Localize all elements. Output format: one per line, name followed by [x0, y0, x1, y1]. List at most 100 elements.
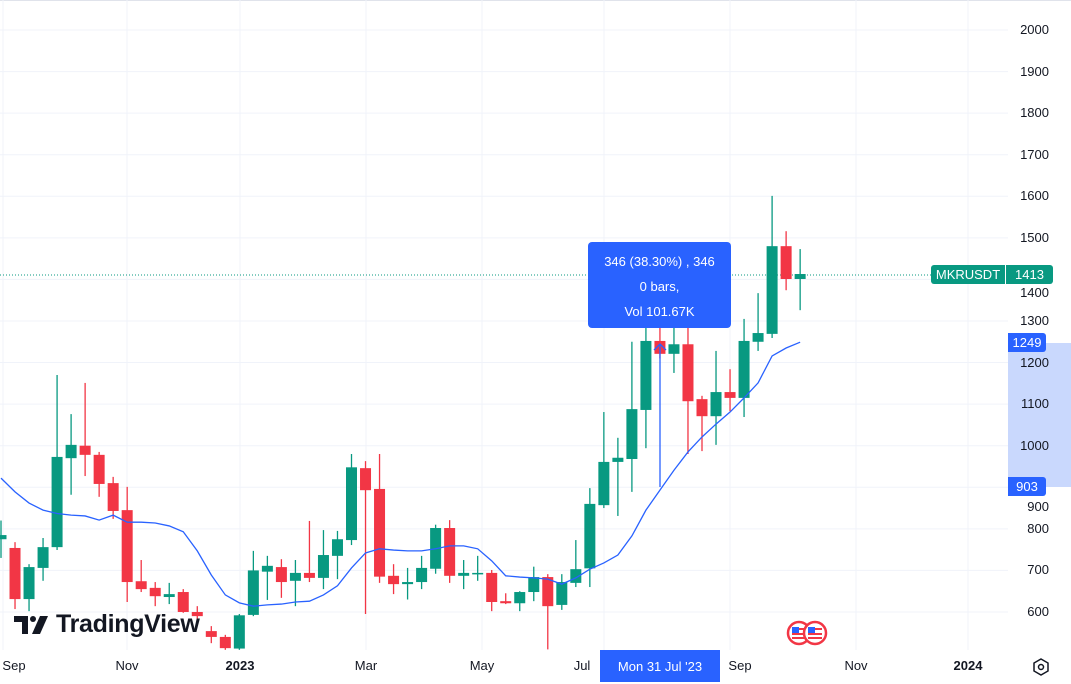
candle-body: [9, 547, 21, 600]
candle-down: [121, 486, 133, 603]
candle-up: [163, 582, 175, 605]
candle-body: [121, 510, 133, 583]
candle-body: [360, 468, 372, 491]
candle-down: [388, 564, 400, 595]
candle-body: [500, 601, 512, 604]
price-tick-label: 1500: [1020, 229, 1049, 245]
candle-body: [724, 392, 736, 398]
candle-up: [346, 454, 357, 546]
tradingview-logo-icon: [14, 615, 48, 634]
price-tick-label: 1000: [1020, 437, 1049, 453]
price-tick-label: 2000: [1020, 22, 1049, 37]
candle-body: [794, 274, 806, 280]
measure-change: 346 (38.30%) , 346: [604, 254, 715, 269]
candle-up: [331, 530, 343, 580]
candle-body: [696, 399, 708, 417]
candle-body: [65, 444, 77, 459]
candle-down: [486, 569, 498, 612]
candle-body: [668, 344, 680, 354]
candle-body: [37, 547, 49, 568]
candle-body: [598, 461, 610, 506]
gear-icon[interactable]: [1031, 657, 1051, 677]
candle-down: [219, 634, 231, 650]
candle-body: [346, 467, 357, 541]
measure-bars: 0 bars,: [639, 279, 680, 294]
time-tick-label: 2024: [953, 658, 983, 673]
candle-up: [0, 520, 7, 558]
candle-up: [612, 437, 624, 516]
candle-body: [374, 488, 386, 577]
tradingview-logo[interactable]: TradingView: [14, 610, 200, 639]
time-tick-label: Sep: [2, 658, 26, 673]
us-flag-economic-events-icon[interactable]: [786, 620, 830, 646]
time-tick-label: Jul: [573, 658, 591, 673]
candle-body: [289, 572, 301, 581]
measure-volume: Vol 101.67K: [624, 304, 695, 319]
candle-down: [191, 606, 203, 625]
candle-up: [668, 325, 680, 373]
candle-down: [374, 454, 386, 583]
symbol-name: MKRUSDT: [931, 265, 1006, 284]
candle-body: [317, 555, 329, 578]
candle-up: [458, 560, 470, 590]
candle-up: [640, 320, 652, 449]
candle-body: [388, 575, 400, 585]
candle-body: [275, 567, 287, 583]
candle-body: [514, 592, 526, 604]
candle-down: [135, 560, 147, 593]
price-tick-label: 1600: [1020, 188, 1049, 204]
price-tick-label: 900: [1027, 499, 1049, 515]
candle-down: [205, 626, 217, 644]
candle-body: [416, 567, 428, 583]
candle-body: [766, 246, 778, 334]
price-tick-label: 700: [1027, 562, 1049, 578]
candle-up: [23, 564, 35, 612]
candle-down: [177, 589, 189, 613]
candle-body: [205, 631, 217, 637]
candle-down: [79, 382, 91, 477]
candle-body: [402, 582, 414, 585]
candle-up: [37, 537, 49, 581]
candle-up: [794, 249, 806, 311]
candle-body: [23, 567, 35, 600]
candle-body: [444, 528, 456, 576]
logo-text: TradingView: [56, 610, 200, 638]
price-tick-label: 1100: [1021, 396, 1049, 412]
candle-up: [261, 555, 273, 600]
measure-tooltip: 346 (38.30%) , 346 0 bars, Vol 101.67K: [588, 242, 731, 328]
crosshair-date-label: Mon 31 Jul '23: [600, 650, 720, 682]
candle-up: [51, 375, 63, 551]
candle-up: [556, 574, 568, 610]
candle-down: [275, 559, 287, 598]
measure-from-price-label: 903: [1008, 477, 1046, 496]
time-tick-label: 2023: [225, 658, 255, 673]
candle-up: [402, 567, 414, 600]
candle-body: [528, 577, 540, 593]
moving-average-line: [0, 341, 801, 607]
measure-to-price-label: 1249: [1008, 333, 1046, 352]
candle-body: [261, 565, 273, 572]
candle-body: [612, 457, 624, 462]
time-tick-label: Nov: [844, 658, 868, 673]
candle-down: [682, 320, 694, 455]
price-tick-label: 1400: [1020, 285, 1049, 301]
candle-up: [752, 293, 764, 351]
candle-up: [528, 566, 540, 602]
candle-up: [570, 540, 582, 588]
candle-body: [247, 570, 259, 615]
candle-body: [710, 392, 722, 417]
candle-up: [233, 614, 245, 650]
candle-body: [51, 456, 63, 548]
candle-down: [780, 231, 792, 291]
price-tick-label: 1800: [1020, 105, 1049, 121]
price-tick-label: 1900: [1020, 63, 1049, 79]
candle-down: [93, 451, 105, 497]
candles: [0, 195, 806, 650]
candle-body: [303, 572, 315, 578]
candle-body: [331, 539, 343, 556]
candle-down: [360, 461, 372, 615]
price-tick-label: 800: [1027, 520, 1049, 536]
candle-up: [416, 555, 428, 590]
candle-body: [79, 445, 91, 455]
